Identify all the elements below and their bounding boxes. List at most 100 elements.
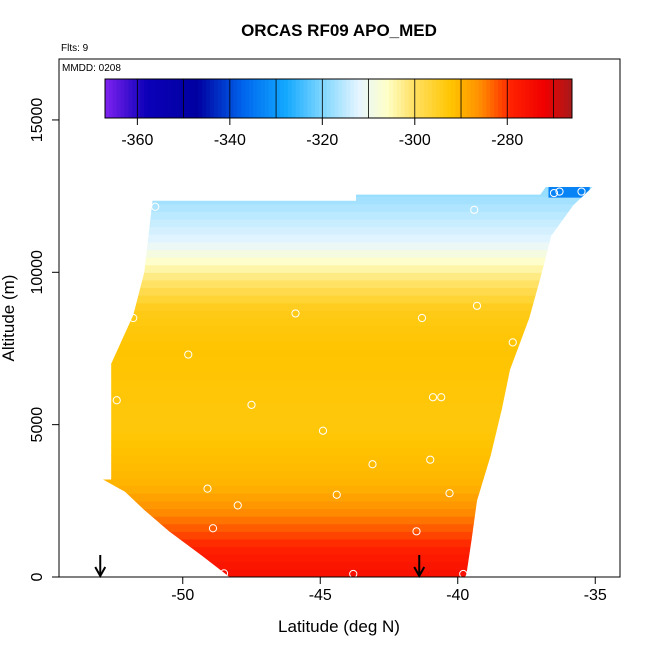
observation-point <box>426 455 435 464</box>
observation-point <box>233 501 242 510</box>
flight-markers <box>94 555 426 579</box>
colorbar-segment <box>392 79 398 118</box>
heatmap-band <box>103 394 593 403</box>
heatmap-band <box>103 455 593 464</box>
colorbar-segment <box>513 79 519 118</box>
observation-point <box>368 460 377 469</box>
colorbar-segment <box>466 79 472 118</box>
colorbar-segment <box>198 79 203 118</box>
observation-point <box>437 393 446 402</box>
colorbar-segment <box>490 79 495 118</box>
date-label: MMDD: 0208 <box>62 63 121 74</box>
colorbar-segment <box>373 79 378 118</box>
colorbar-segment <box>284 79 289 118</box>
heatmap-band <box>103 531 593 540</box>
colorbar-segment <box>182 79 188 118</box>
colorbar-segment <box>428 79 433 118</box>
colorbar-segment <box>326 79 332 118</box>
colorbar-segment <box>424 79 429 118</box>
observation-point <box>472 301 482 310</box>
y-tick-label: 5000 <box>29 407 46 443</box>
colorbar-segment <box>120 79 125 118</box>
colorbar-segment <box>420 79 425 118</box>
colorbar-segment <box>268 79 273 118</box>
observation-points <box>112 187 600 579</box>
colorbar-segment <box>408 79 413 118</box>
colorbar-segment <box>280 79 285 118</box>
colorbar-segment <box>147 79 153 118</box>
colorbar-segment <box>346 79 351 118</box>
flight-arrow-icon <box>94 555 107 579</box>
colorbar-segment <box>252 79 258 118</box>
heatmap-band <box>103 417 593 426</box>
heatmap-band <box>103 348 593 357</box>
colorbar-segment <box>206 79 211 118</box>
colorbar-segment <box>210 79 215 118</box>
colorbar-segment <box>124 79 129 118</box>
colorbar-segment <box>377 79 382 118</box>
heatmap-band <box>103 333 593 342</box>
colorbar-segment <box>116 79 122 118</box>
colorbar-segment <box>517 79 522 118</box>
colorbar-segment <box>451 79 456 118</box>
heatmap-band <box>103 310 593 319</box>
colorbar-segment <box>529 79 534 118</box>
colorbar-tick-label: -320 <box>306 132 338 149</box>
colorbar-segment <box>521 79 526 118</box>
heatmap-band <box>103 554 593 563</box>
heatmap-band <box>103 462 593 471</box>
observation-point <box>349 569 358 579</box>
colorbar-segment <box>470 79 476 118</box>
x-tick-label: -35 <box>584 587 607 604</box>
x-axis-title: Latitude (deg N) <box>278 617 400 636</box>
heatmap-band <box>103 203 593 212</box>
x-tick-label: -40 <box>446 587 469 604</box>
colorbar-segment <box>315 79 320 118</box>
colorbar-segment <box>478 79 483 118</box>
colorbar-segment <box>186 79 192 118</box>
heatmap-band <box>103 569 593 577</box>
heatmap-band <box>103 279 593 289</box>
colorbar-segment <box>536 79 542 118</box>
heatmap-band <box>103 485 593 494</box>
x-axis: -50 -45 -40 -35 <box>171 577 607 604</box>
colorbar-segment <box>159 79 164 118</box>
colorbar-segment <box>260 79 266 118</box>
colorbar-segment <box>178 79 184 118</box>
heatmap-band <box>103 356 593 365</box>
high-altitude-patch <box>548 187 590 198</box>
colorbar-segment <box>295 79 301 118</box>
heatmap-band <box>103 272 593 281</box>
heatmap-band <box>103 439 593 449</box>
colorbar-segment <box>229 79 234 118</box>
colorbar-segment <box>443 79 448 118</box>
heatmap-band <box>103 477 593 487</box>
colorbar-segment <box>338 79 343 118</box>
colorbar-tick-label: -280 <box>491 132 523 149</box>
colorbar-segment <box>369 79 375 118</box>
colorbar-segment <box>190 79 196 118</box>
colorbar-segment <box>221 79 227 118</box>
heatmap-band <box>103 363 593 372</box>
observation-point <box>470 205 479 214</box>
heatmap-band <box>103 325 593 334</box>
heatmap-band <box>103 318 593 327</box>
colorbar-segment <box>136 79 141 118</box>
heatmap-band <box>103 424 593 433</box>
colorbar-segment <box>435 79 441 118</box>
heatmap-band <box>103 249 593 258</box>
heatmap-band <box>103 302 593 311</box>
flight-arrow-icon <box>413 555 426 579</box>
colorbar-segment <box>556 79 561 118</box>
heatmap-band <box>103 493 593 502</box>
heatmap-band <box>103 538 593 548</box>
heatmap-band <box>103 432 593 441</box>
heatmap-band <box>103 218 593 228</box>
colorbar-segment <box>365 79 371 118</box>
colorbar-tick-label: -360 <box>121 132 153 149</box>
colorbar-segment <box>155 79 160 118</box>
heatmap-band <box>103 561 593 570</box>
heatmap-band <box>103 188 593 197</box>
colorbar-segment <box>357 79 363 118</box>
observation-point <box>129 313 138 323</box>
